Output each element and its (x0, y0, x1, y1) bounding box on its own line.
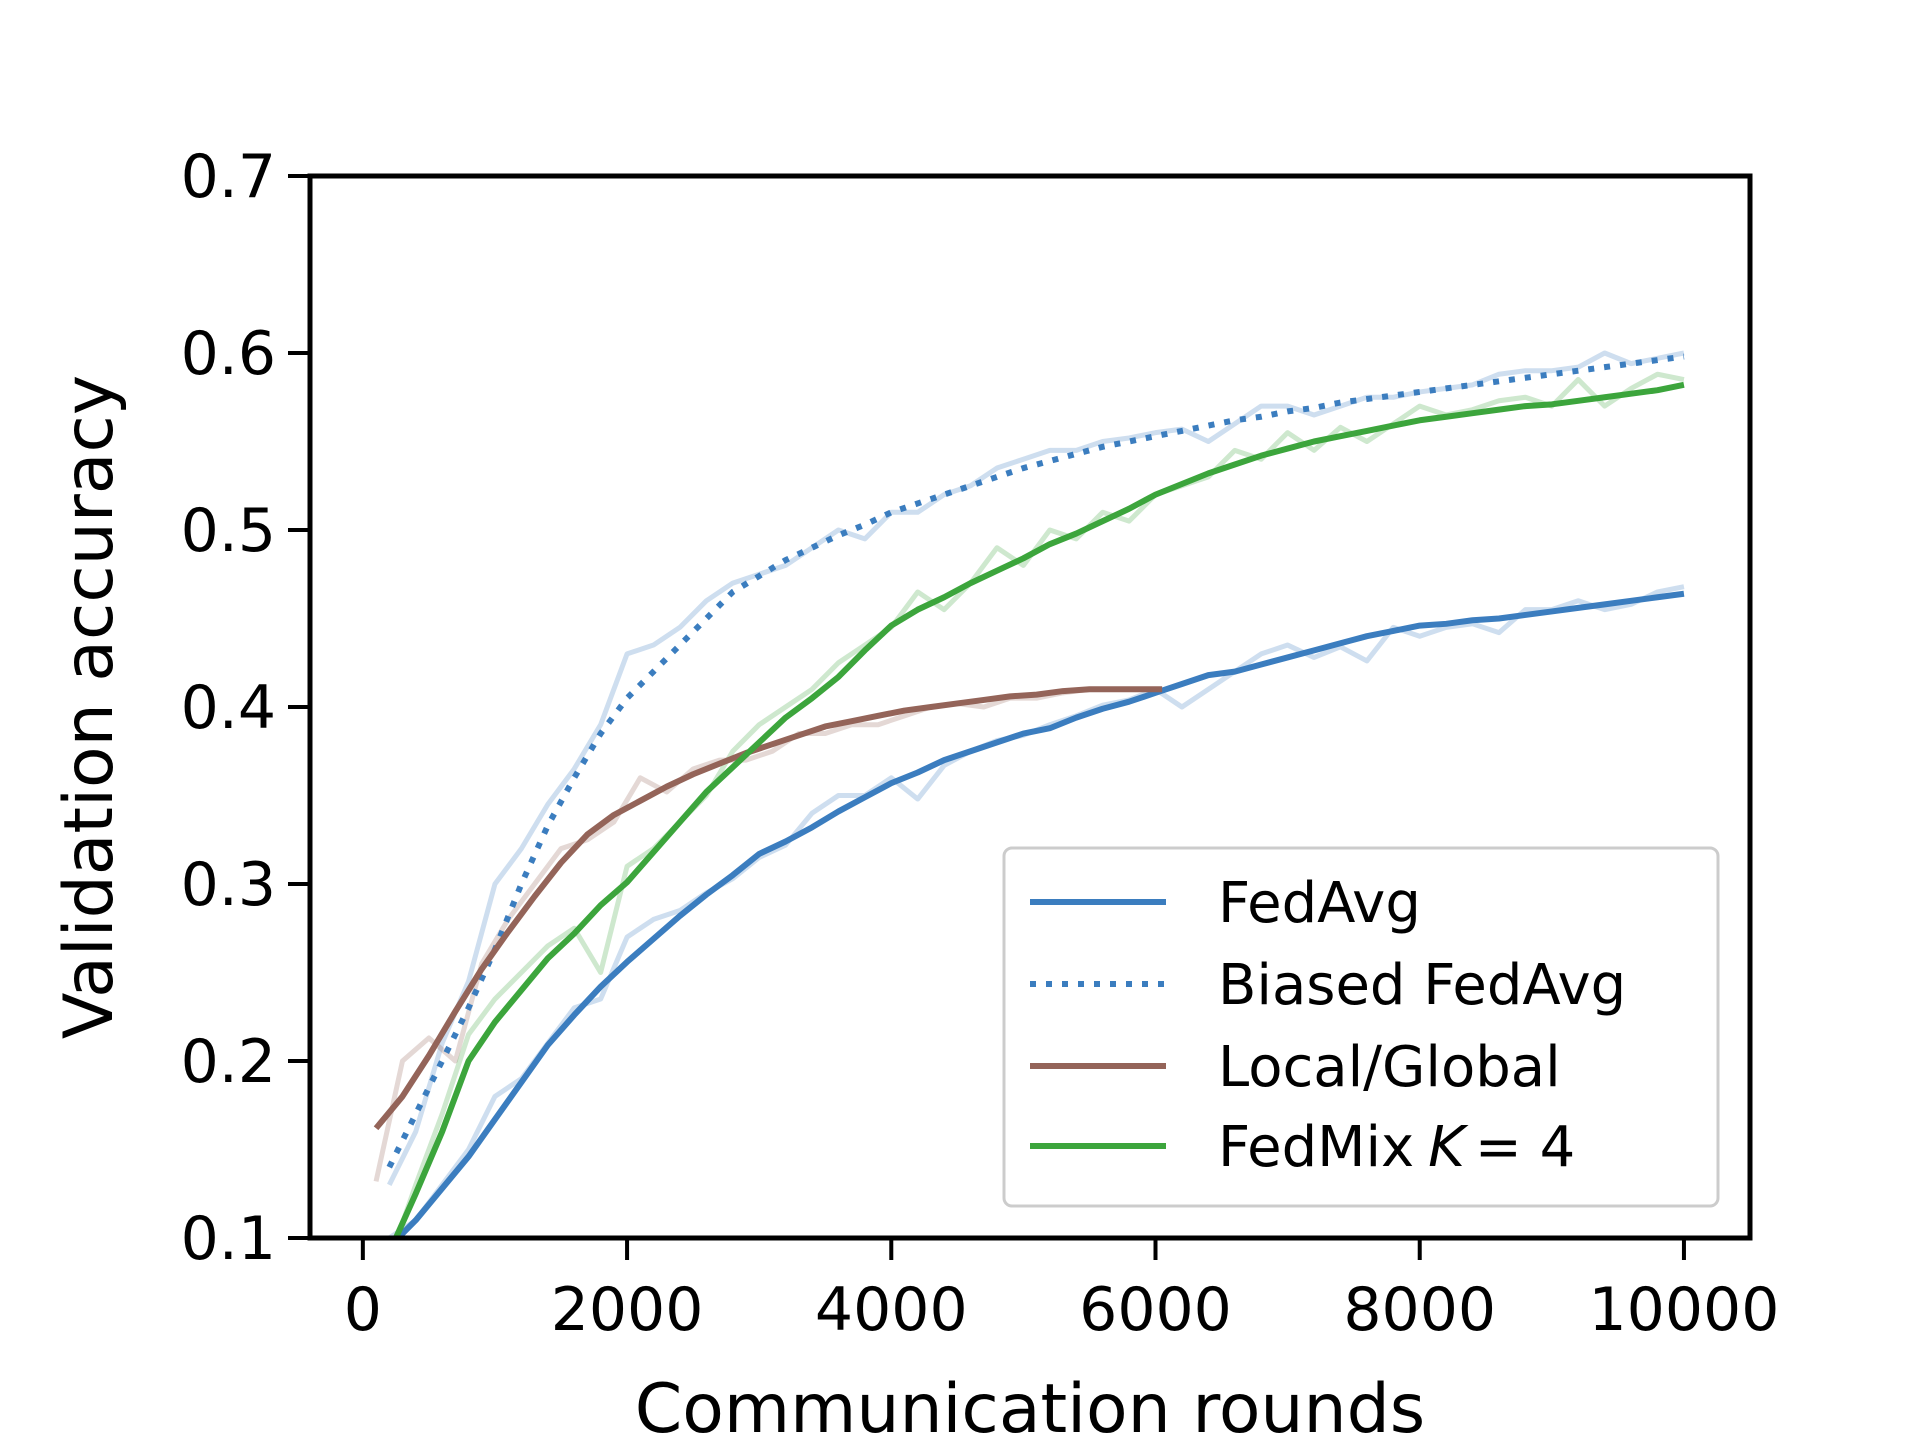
y-axis-title: Validation accuracy (50, 375, 129, 1039)
x-tick-label: 6000 (1079, 1275, 1232, 1345)
y-tick-label: 0.1 (181, 1204, 276, 1274)
x-tick-label: 8000 (1343, 1275, 1496, 1345)
y-tick-label: 0.5 (181, 496, 276, 566)
x-axis-title: Communication rounds (635, 1370, 1425, 1440)
series-line-local-global (373, 686, 1163, 1131)
legend-label-biased-fedavg: Biased FedAvg (1218, 953, 1626, 1018)
y-tick-label: 0.4 (181, 673, 276, 743)
series-line-fedmix-k-4 (393, 381, 1685, 1238)
y-axis-ticks: 0.1 0.2 0.3 0.4 0.5 0.6 0.7 (181, 142, 310, 1274)
series-raw-biased-fedavg (387, 350, 1685, 1187)
x-tick-label: 4000 (815, 1275, 968, 1345)
legend: FedAvg Biased FedAvg Local/Global FedMix… (1002, 846, 1720, 1208)
x-tick-label: 0 (344, 1275, 382, 1345)
legend-box (1002, 846, 1720, 1208)
x-tick-label: 2000 (551, 1275, 704, 1345)
legend-label-fedmix: FedMix K = 4 (1218, 1115, 1575, 1180)
x-axis-ticks: 0 2000 4000 6000 8000 10000 (344, 1238, 1780, 1345)
series-line-fedavg (393, 590, 1685, 1238)
x-tick-label: 10000 (1589, 1275, 1780, 1345)
legend-fedmix-name: FedMix (1218, 1115, 1414, 1180)
legend-fedmix-k-value: = 4 (1475, 1115, 1575, 1180)
legend-label-local-global: Local/Global (1218, 1035, 1561, 1100)
legend-label-fedavg: FedAvg (1218, 871, 1421, 936)
smoothed-series-layer (373, 353, 1685, 1238)
y-tick-label: 0.2 (181, 1027, 276, 1097)
series-raw-fedmix-k-4 (394, 371, 1685, 1238)
legend-fedmix-k-symbol: K (1428, 1115, 1469, 1180)
y-tick-label: 0.7 (181, 142, 276, 212)
y-tick-label: 0.6 (181, 319, 276, 389)
y-tick-label: 0.3 (181, 850, 276, 920)
